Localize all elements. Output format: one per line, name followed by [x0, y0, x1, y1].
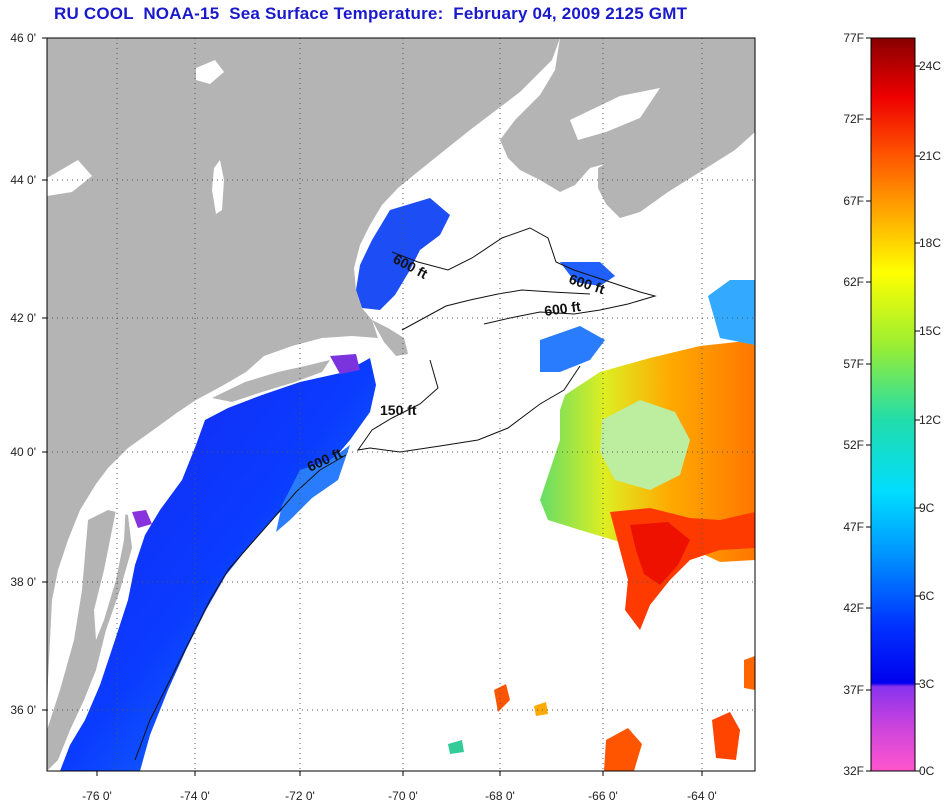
colorbar-gradient — [870, 37, 916, 772]
lake-new-york — [47, 160, 92, 196]
map-title: RU COOL NOAA-15 Sea Surface Temperature:… — [54, 4, 688, 23]
sst-warm-patch-2 — [604, 728, 642, 771]
cb-c-15: 15C — [919, 324, 941, 338]
contour-150ft — [356, 359, 581, 453]
lat-label-38: 38 0' — [10, 575, 36, 589]
axis-ticks — [42, 37, 703, 776]
sst-warm-patch-4 — [744, 656, 755, 690]
cb-f-32: 32F — [843, 764, 864, 778]
lat-label-44: 44 0' — [10, 173, 36, 187]
sst-northeast-warm — [708, 280, 755, 345]
lon-label-68: -68 0' — [485, 789, 515, 803]
lon-label-66: -66 0' — [588, 789, 618, 803]
cb-f-57: 57F — [843, 357, 864, 371]
sst-warm-patch-1 — [494, 684, 510, 712]
contour-600ft-shelf — [134, 454, 347, 761]
lon-label-64: -64 0' — [687, 789, 717, 803]
cb-f-72: 72F — [843, 112, 864, 126]
sst-coastal-cold-water — [60, 358, 376, 771]
lon-label-70: -70 0' — [388, 789, 418, 803]
land-nova-scotia — [598, 118, 755, 218]
graticule — [47, 38, 755, 771]
sst-warm-patch-3 — [712, 712, 740, 760]
cb-c-9: 9C — [919, 501, 935, 515]
lake-champlain — [212, 160, 224, 214]
cb-f-62: 62F — [843, 275, 864, 289]
sst-purple-nearshore-1 — [132, 510, 152, 528]
bay-of-fundy — [570, 88, 660, 140]
land-cape-cod — [372, 320, 408, 356]
cb-c-12: 12C — [919, 413, 941, 427]
sst-eddy-pale — [600, 400, 690, 490]
map-frame — [46, 37, 756, 772]
lat-label-46: 46 0' — [10, 31, 36, 45]
lat-label-42: 42 0' — [10, 311, 36, 325]
cb-c-0: 0C — [919, 764, 935, 778]
cb-f-67: 67F — [843, 194, 864, 208]
lake-in-canada — [196, 60, 224, 84]
lon-label-74: -74 0' — [180, 789, 210, 803]
sst-gulf-stream-hot — [630, 522, 690, 585]
cb-c-18: 18C — [919, 236, 941, 250]
sst-data-layer — [48, 198, 755, 771]
sst-purple-nearshore-2 — [330, 354, 360, 374]
contour-label-4: 150 ft — [380, 402, 417, 418]
colorbar-ticks — [866, 37, 920, 772]
chesapeake-bay — [94, 500, 126, 640]
sst-warm-patch-5 — [534, 702, 548, 716]
lat-label-36: 36 0' — [10, 703, 36, 717]
contour-inner — [401, 289, 591, 331]
lon-label-72: -72 0' — [285, 789, 315, 803]
contour-label-3: 600 ft — [543, 298, 582, 319]
cb-c-24: 24C — [919, 59, 941, 73]
contour-600ft-gulf — [391, 227, 657, 325]
cb-f-47: 47F — [843, 520, 864, 534]
lat-label-40: 40 0' — [10, 445, 36, 459]
cb-f-42: 42F — [843, 601, 864, 615]
cb-f-52: 52F — [843, 438, 864, 452]
cb-c-6: 6C — [919, 589, 935, 603]
sst-georges-patch — [540, 326, 605, 372]
land-us-mainland — [47, 38, 560, 720]
lon-label-76: -76 0' — [82, 789, 112, 803]
colorbar: 77F 72F 67F 62F 57F 52F 47F 42F 37F 32F … — [843, 31, 941, 778]
cb-f-37: 37F — [843, 683, 864, 697]
cb-f-77: 77F — [843, 31, 864, 45]
sst-warm-patch-6 — [448, 740, 464, 754]
cb-c-21: 21C — [919, 149, 941, 163]
land-long-island — [212, 360, 330, 402]
cb-c-3: 3C — [919, 677, 935, 691]
land-layer — [47, 38, 755, 771]
depth-contours — [134, 227, 657, 761]
sst-offshore-cold-patch — [276, 445, 350, 532]
